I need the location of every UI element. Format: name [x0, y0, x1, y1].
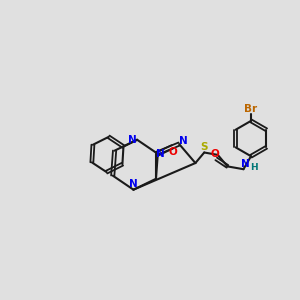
Text: Br: Br [244, 104, 257, 114]
Text: N: N [241, 159, 249, 169]
Text: N: N [128, 135, 137, 145]
Text: O: O [210, 149, 219, 160]
Text: O: O [168, 147, 177, 157]
Text: N: N [129, 179, 138, 189]
Text: N: N [156, 148, 165, 159]
Text: N: N [179, 136, 188, 146]
Text: H: H [250, 163, 258, 172]
Text: S: S [200, 142, 208, 152]
